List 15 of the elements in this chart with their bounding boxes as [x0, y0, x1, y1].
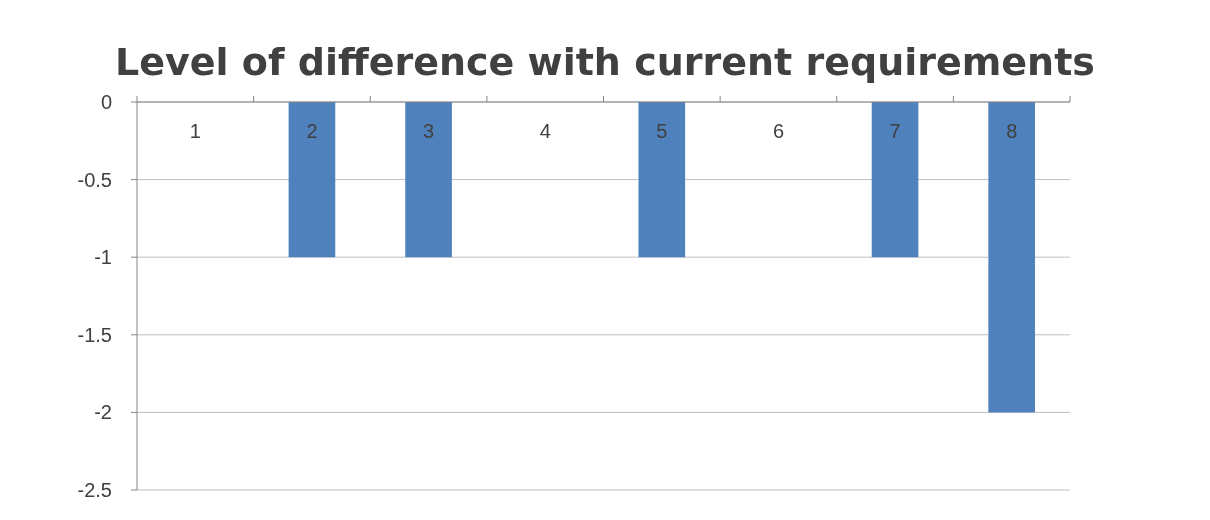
x-tick-label: 5: [656, 120, 668, 142]
x-tick-label: 3: [423, 120, 435, 142]
y-tick-label: -2: [94, 401, 112, 424]
chart-title: Level of difference with current requirements: [115, 40, 1095, 84]
x-tick-label: 7: [889, 120, 901, 142]
y-tick-label: 0: [100, 91, 112, 113]
y-tick-label: -0.5: [77, 168, 112, 191]
y-tick-label: -1.5: [77, 323, 112, 346]
x-tick-label: 6: [772, 120, 784, 142]
y-tick-label: -1: [94, 246, 112, 269]
x-tick-label: 8: [1006, 120, 1018, 142]
x-tick-label: 4: [539, 120, 551, 142]
x-tick-label: 2: [306, 120, 318, 142]
y-tick-label: -2.5: [77, 479, 112, 501]
x-tick-label: 1: [189, 120, 201, 142]
